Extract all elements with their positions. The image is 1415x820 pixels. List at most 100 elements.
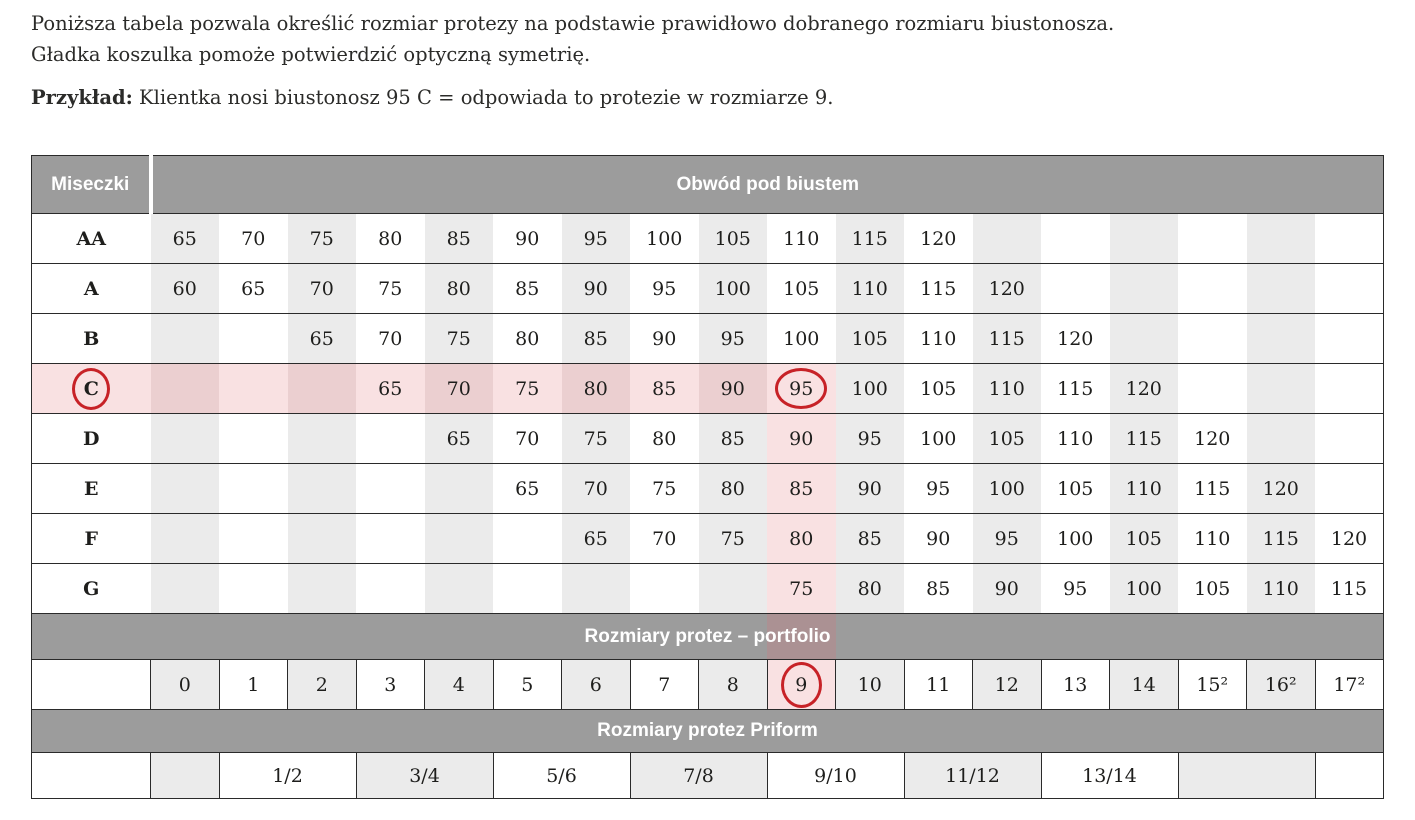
cell-A-col-6: 85 — [515, 277, 540, 300]
cell-G-col-15: 100 — [1109, 563, 1178, 614]
cell-C-col-9: 90 — [698, 363, 767, 414]
cell-E-col-5 — [424, 463, 493, 514]
page-content: Poniższa tabela pozwala określić rozmiar… — [31, 8, 1415, 799]
cell-G-col-8 — [630, 564, 699, 614]
cell-D-col-17 — [1246, 413, 1315, 464]
cell-F-col-15: 105 — [1109, 513, 1178, 564]
cup-label-AA: AA — [31, 213, 151, 264]
cell-G-col-11: 80 — [835, 563, 904, 614]
portfolio-size-9: 9 — [766, 659, 836, 710]
intro-line-2: Gładka koszulka pomoże potwierdzić optyc… — [31, 43, 591, 66]
cell-G-col-6 — [493, 564, 562, 614]
cell-G-col-4 — [356, 564, 425, 614]
priform-sizes-row: 1/2 3/4 5/6 7/8 9/10 11/12 13/14 — [31, 752, 1384, 799]
priform-size-9-10: 9/10 — [766, 752, 905, 799]
example-label: Przykład: — [31, 86, 133, 109]
portfolio-header-label: Rozmiary protez – portfolio — [584, 625, 831, 647]
portfolio-header-column-highlight — [767, 614, 836, 659]
cell-D-col-5: 65 — [424, 413, 493, 464]
cell-AA-col-12: 120 — [920, 227, 957, 250]
cell-B-col-3: 65 — [287, 313, 356, 364]
cell-A-col-7: 90 — [561, 263, 630, 314]
cell-A-col-17 — [1246, 263, 1315, 314]
priform-size-7-8: 7/8 — [629, 752, 768, 799]
cell-G-col-2 — [219, 564, 288, 614]
cell-A-col-16 — [1178, 264, 1247, 314]
cell-A-col-15 — [1109, 263, 1178, 314]
cell-AA-col-3: 75 — [287, 213, 356, 264]
cell-D-col-16: 120 — [1194, 427, 1231, 450]
cell-B-col-7: 85 — [561, 313, 630, 364]
cell-AA-col-18 — [1315, 214, 1384, 264]
cell-F-col-4 — [356, 514, 425, 564]
cell-AA-col-14 — [1041, 214, 1110, 264]
cell-B-col-1 — [150, 313, 219, 364]
cell-B-col-6: 80 — [515, 327, 540, 350]
cell-F-col-12: 90 — [926, 527, 951, 550]
cup-row-D: D 65 70 75 80 85 90 95 100 105 110 115 120 — [31, 413, 1384, 464]
cell-AA-col-5: 85 — [424, 213, 493, 264]
cell-A-col-10: 105 — [783, 277, 820, 300]
portfolio-size-5: 5 — [492, 659, 562, 710]
cell-E-col-7: 70 — [561, 463, 630, 514]
cell-A-col-2: 65 — [241, 277, 266, 300]
cell-AA-col-10: 110 — [783, 227, 820, 250]
cell-AA-col-6: 90 — [515, 227, 540, 250]
cup-label-A: A — [31, 263, 151, 314]
cell-D-col-13: 105 — [972, 413, 1041, 464]
cell-B-col-9: 95 — [698, 313, 767, 364]
cell-A-col-4: 75 — [378, 277, 403, 300]
cell-B-col-4: 70 — [378, 327, 403, 350]
cell-C-col-11: 100 — [835, 363, 904, 414]
cell-B-col-11: 105 — [835, 313, 904, 364]
cell-AA-col-13 — [972, 213, 1041, 264]
priform-header-cell: Rozmiary protez Priform — [31, 709, 1384, 753]
cell-C-col-6: 75 — [493, 363, 562, 414]
cell-F-col-11: 85 — [835, 513, 904, 564]
intro-line-1: Poniższa tabela pozwala określić rozmiar… — [31, 12, 1115, 35]
cell-A-col-5: 80 — [424, 263, 493, 314]
priform-empty-0 — [150, 752, 220, 799]
cup-row-G: G 75 80 85 90 95 100 105 110 115 — [31, 563, 1384, 614]
cell-C-col-18 — [1315, 364, 1384, 414]
cell-AA-col-1: 65 — [150, 213, 219, 264]
portfolio-sizes-row: 0 1 2 3 4 5 6 7 8 9 10 11 12 13 14 15² 16² 17² — [31, 659, 1384, 710]
portfolio-size-16²: 16² — [1246, 659, 1316, 710]
cell-D-col-18 — [1315, 414, 1384, 464]
priform-size-5-6: 5/6 — [492, 752, 631, 799]
cell-D-col-12: 100 — [920, 427, 957, 450]
size-table: Miseczki Obwód pod biustem AA 65 70 75 80 85 9… — [31, 155, 1384, 799]
cell-B-col-2 — [219, 314, 288, 364]
cell-B-col-12: 110 — [920, 327, 957, 350]
intro-paragraph: Poniższa tabela pozwala określić rozmiar… — [31, 8, 1415, 70]
cell-F-col-5 — [424, 513, 493, 564]
cell-D-col-10: 90 — [767, 413, 836, 464]
cell-E-col-3 — [287, 463, 356, 514]
cell-E-col-15: 110 — [1109, 463, 1178, 514]
cell-E-col-16: 115 — [1194, 477, 1231, 500]
cell-AA-col-16 — [1178, 214, 1247, 264]
portfolio-size-6: 6 — [561, 659, 631, 710]
portfolio-size-17²: 17² — [1314, 659, 1384, 710]
cell-A-col-12: 115 — [920, 277, 957, 300]
cell-G-col-16: 105 — [1194, 577, 1231, 600]
cell-E-col-17: 120 — [1246, 463, 1315, 514]
cell-C-col-1 — [150, 363, 219, 414]
portfolio-size-1: 1 — [218, 659, 288, 710]
cell-F-col-8: 70 — [652, 527, 677, 550]
cup-row-AA: AA 65 70 75 80 85 90 95 100 105 110 115 120 — [31, 213, 1384, 264]
portfolio-size-7: 7 — [629, 659, 699, 710]
cell-D-col-8: 80 — [652, 427, 677, 450]
cell-AA-col-9: 105 — [698, 213, 767, 264]
cell-B-col-10: 100 — [783, 327, 820, 350]
portfolio-size-2: 2 — [287, 659, 357, 710]
cell-C-col-14: 115 — [1057, 377, 1094, 400]
cell-G-col-14: 95 — [1063, 577, 1088, 600]
cell-F-col-2 — [219, 514, 288, 564]
priform-size-11-12: 11/12 — [903, 752, 1042, 799]
portfolio-size-13: 13 — [1040, 659, 1110, 710]
cell-A-col-11: 110 — [835, 263, 904, 314]
portfolio-size-11: 11 — [903, 659, 973, 710]
cell-B-col-8: 90 — [652, 327, 677, 350]
cell-AA-col-11: 115 — [835, 213, 904, 264]
